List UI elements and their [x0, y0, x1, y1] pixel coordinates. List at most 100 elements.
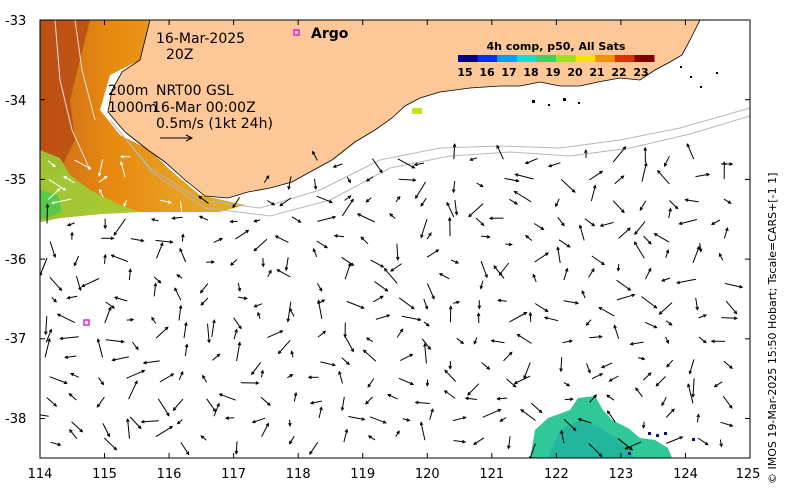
current-vector — [48, 179, 66, 191]
current-vector-head — [520, 409, 525, 413]
current-vector-head — [245, 229, 250, 234]
current-vector — [198, 196, 209, 204]
current-vector-head — [451, 189, 456, 194]
current-vector-head — [167, 200, 172, 204]
current-vector-head — [702, 339, 707, 344]
current-vector — [366, 337, 374, 343]
current-vector-head — [480, 222, 485, 227]
current-vector-head — [164, 326, 169, 331]
current-vector — [586, 363, 591, 373]
current-vector — [397, 158, 415, 169]
current-vector — [563, 268, 568, 281]
sst-coastal-patch — [412, 108, 422, 114]
colorbar-tick: 20 — [567, 66, 583, 79]
current-vector — [714, 381, 723, 388]
current-vector — [289, 435, 295, 444]
current-vector-head — [523, 375, 527, 380]
current-vector — [316, 195, 333, 203]
current-vector-head — [382, 420, 387, 424]
current-vector-head — [739, 284, 744, 289]
current-vector — [366, 176, 374, 182]
current-vector-head — [729, 365, 733, 370]
current-vector — [506, 378, 516, 388]
current-vector-head — [141, 369, 146, 374]
current-vector — [285, 257, 289, 271]
current-vector-head — [497, 298, 502, 303]
current-vector-head — [678, 221, 683, 226]
current-vector-head — [307, 375, 312, 380]
current-vector-head — [176, 420, 181, 425]
current-vector-head — [319, 406, 323, 411]
current-vector-head — [216, 353, 221, 358]
current-vector — [456, 337, 464, 344]
current-vector — [275, 235, 289, 243]
current-vector-head — [103, 253, 107, 258]
current-vector-head — [274, 235, 279, 239]
contour-depth-200m: 200m — [108, 83, 148, 99]
current-vector — [317, 216, 336, 222]
current-vector — [586, 319, 592, 326]
x-tick-label: 121 — [479, 467, 504, 482]
colorbar-swatch — [497, 55, 518, 62]
current-vector-head — [634, 231, 638, 236]
current-vector-head — [297, 219, 302, 223]
current-vector-head — [198, 215, 203, 220]
current-vector-head — [430, 408, 434, 413]
current-vector — [426, 232, 432, 240]
current-vector — [618, 227, 631, 239]
current-vector-head — [45, 203, 50, 208]
current-vector — [635, 387, 643, 398]
current-vector-head — [48, 328, 52, 333]
current-vector-head — [447, 216, 452, 221]
current-vector — [473, 337, 478, 344]
current-vector — [151, 317, 157, 324]
current-vector-head — [641, 356, 646, 361]
credit-label: © IMOS 19-Mar-2025 15:50 Hobart; Tscale=… — [766, 172, 779, 484]
current-vector-head — [312, 150, 316, 155]
current-vector-head — [468, 213, 472, 218]
current-vector-head — [120, 339, 125, 344]
sst-swath-green — [40, 150, 140, 222]
current-vector-head — [698, 248, 703, 253]
current-vector — [235, 441, 238, 454]
current-vector — [237, 296, 247, 300]
current-vector-head — [56, 187, 61, 192]
current-vector — [402, 418, 410, 422]
current-vector-head — [406, 418, 411, 422]
current-vector — [616, 279, 631, 291]
current-vector-head — [456, 300, 461, 305]
current-vector — [96, 396, 105, 408]
current-vector — [722, 395, 733, 409]
current-vector-head — [153, 282, 158, 287]
current-vector — [591, 255, 605, 265]
current-vector — [202, 375, 208, 383]
current-vector-head — [126, 418, 130, 423]
current-vector-head — [200, 435, 205, 439]
current-vector-head — [347, 179, 351, 184]
y-tick-label: -33 — [5, 14, 26, 29]
y-tick-label: -36 — [5, 253, 26, 268]
current-vector-head — [119, 160, 124, 166]
current-vector — [444, 390, 456, 399]
current-vector — [157, 398, 170, 416]
current-vector-head — [367, 435, 372, 439]
current-vector-head — [360, 236, 365, 241]
current-vector — [155, 239, 173, 243]
current-vector — [344, 263, 351, 280]
current-vector-head — [79, 428, 84, 433]
current-vector-head — [383, 267, 388, 272]
current-vector-head — [523, 311, 528, 316]
current-vector-head — [40, 272, 43, 277]
current-vector-head — [386, 314, 391, 318]
current-vector — [309, 441, 319, 455]
current-vector-head — [230, 262, 234, 266]
current-vector-head — [691, 393, 695, 398]
current-vector-head — [108, 306, 112, 311]
current-vector-head — [516, 334, 521, 338]
x-tick-label: 120 — [415, 467, 440, 482]
current-vector — [560, 357, 563, 372]
current-vector-head — [722, 161, 727, 166]
current-vector — [719, 253, 724, 261]
current-vector — [50, 441, 61, 446]
current-vector-head — [581, 289, 585, 294]
